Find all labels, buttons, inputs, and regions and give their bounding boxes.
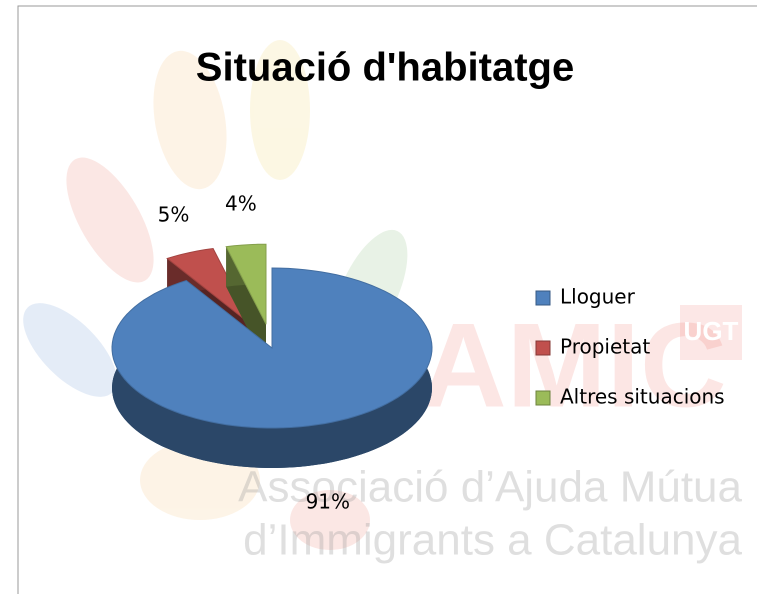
chart: AMIC UGT Associació d’Ajuda Mútua d’Immi…: [0, 0, 757, 594]
data-label: 5%: [158, 202, 190, 226]
data-label: 91%: [306, 490, 350, 514]
data-label: 4%: [225, 192, 257, 216]
chart-title: Situació d'habitatge: [196, 46, 574, 90]
pie-slice: [112, 268, 432, 468]
watermark-badge: UGT: [684, 316, 739, 346]
legend-swatch: [536, 341, 550, 355]
slice-top: [112, 268, 432, 428]
legend-label: Lloguer: [560, 285, 636, 309]
legend-label: Propietat: [560, 335, 650, 359]
watermark-line: d’Immigrants a Catalunya: [243, 516, 742, 565]
legend-label: Altres situacions: [560, 385, 725, 409]
legend-swatch: [536, 391, 550, 405]
legend-swatch: [536, 291, 550, 305]
